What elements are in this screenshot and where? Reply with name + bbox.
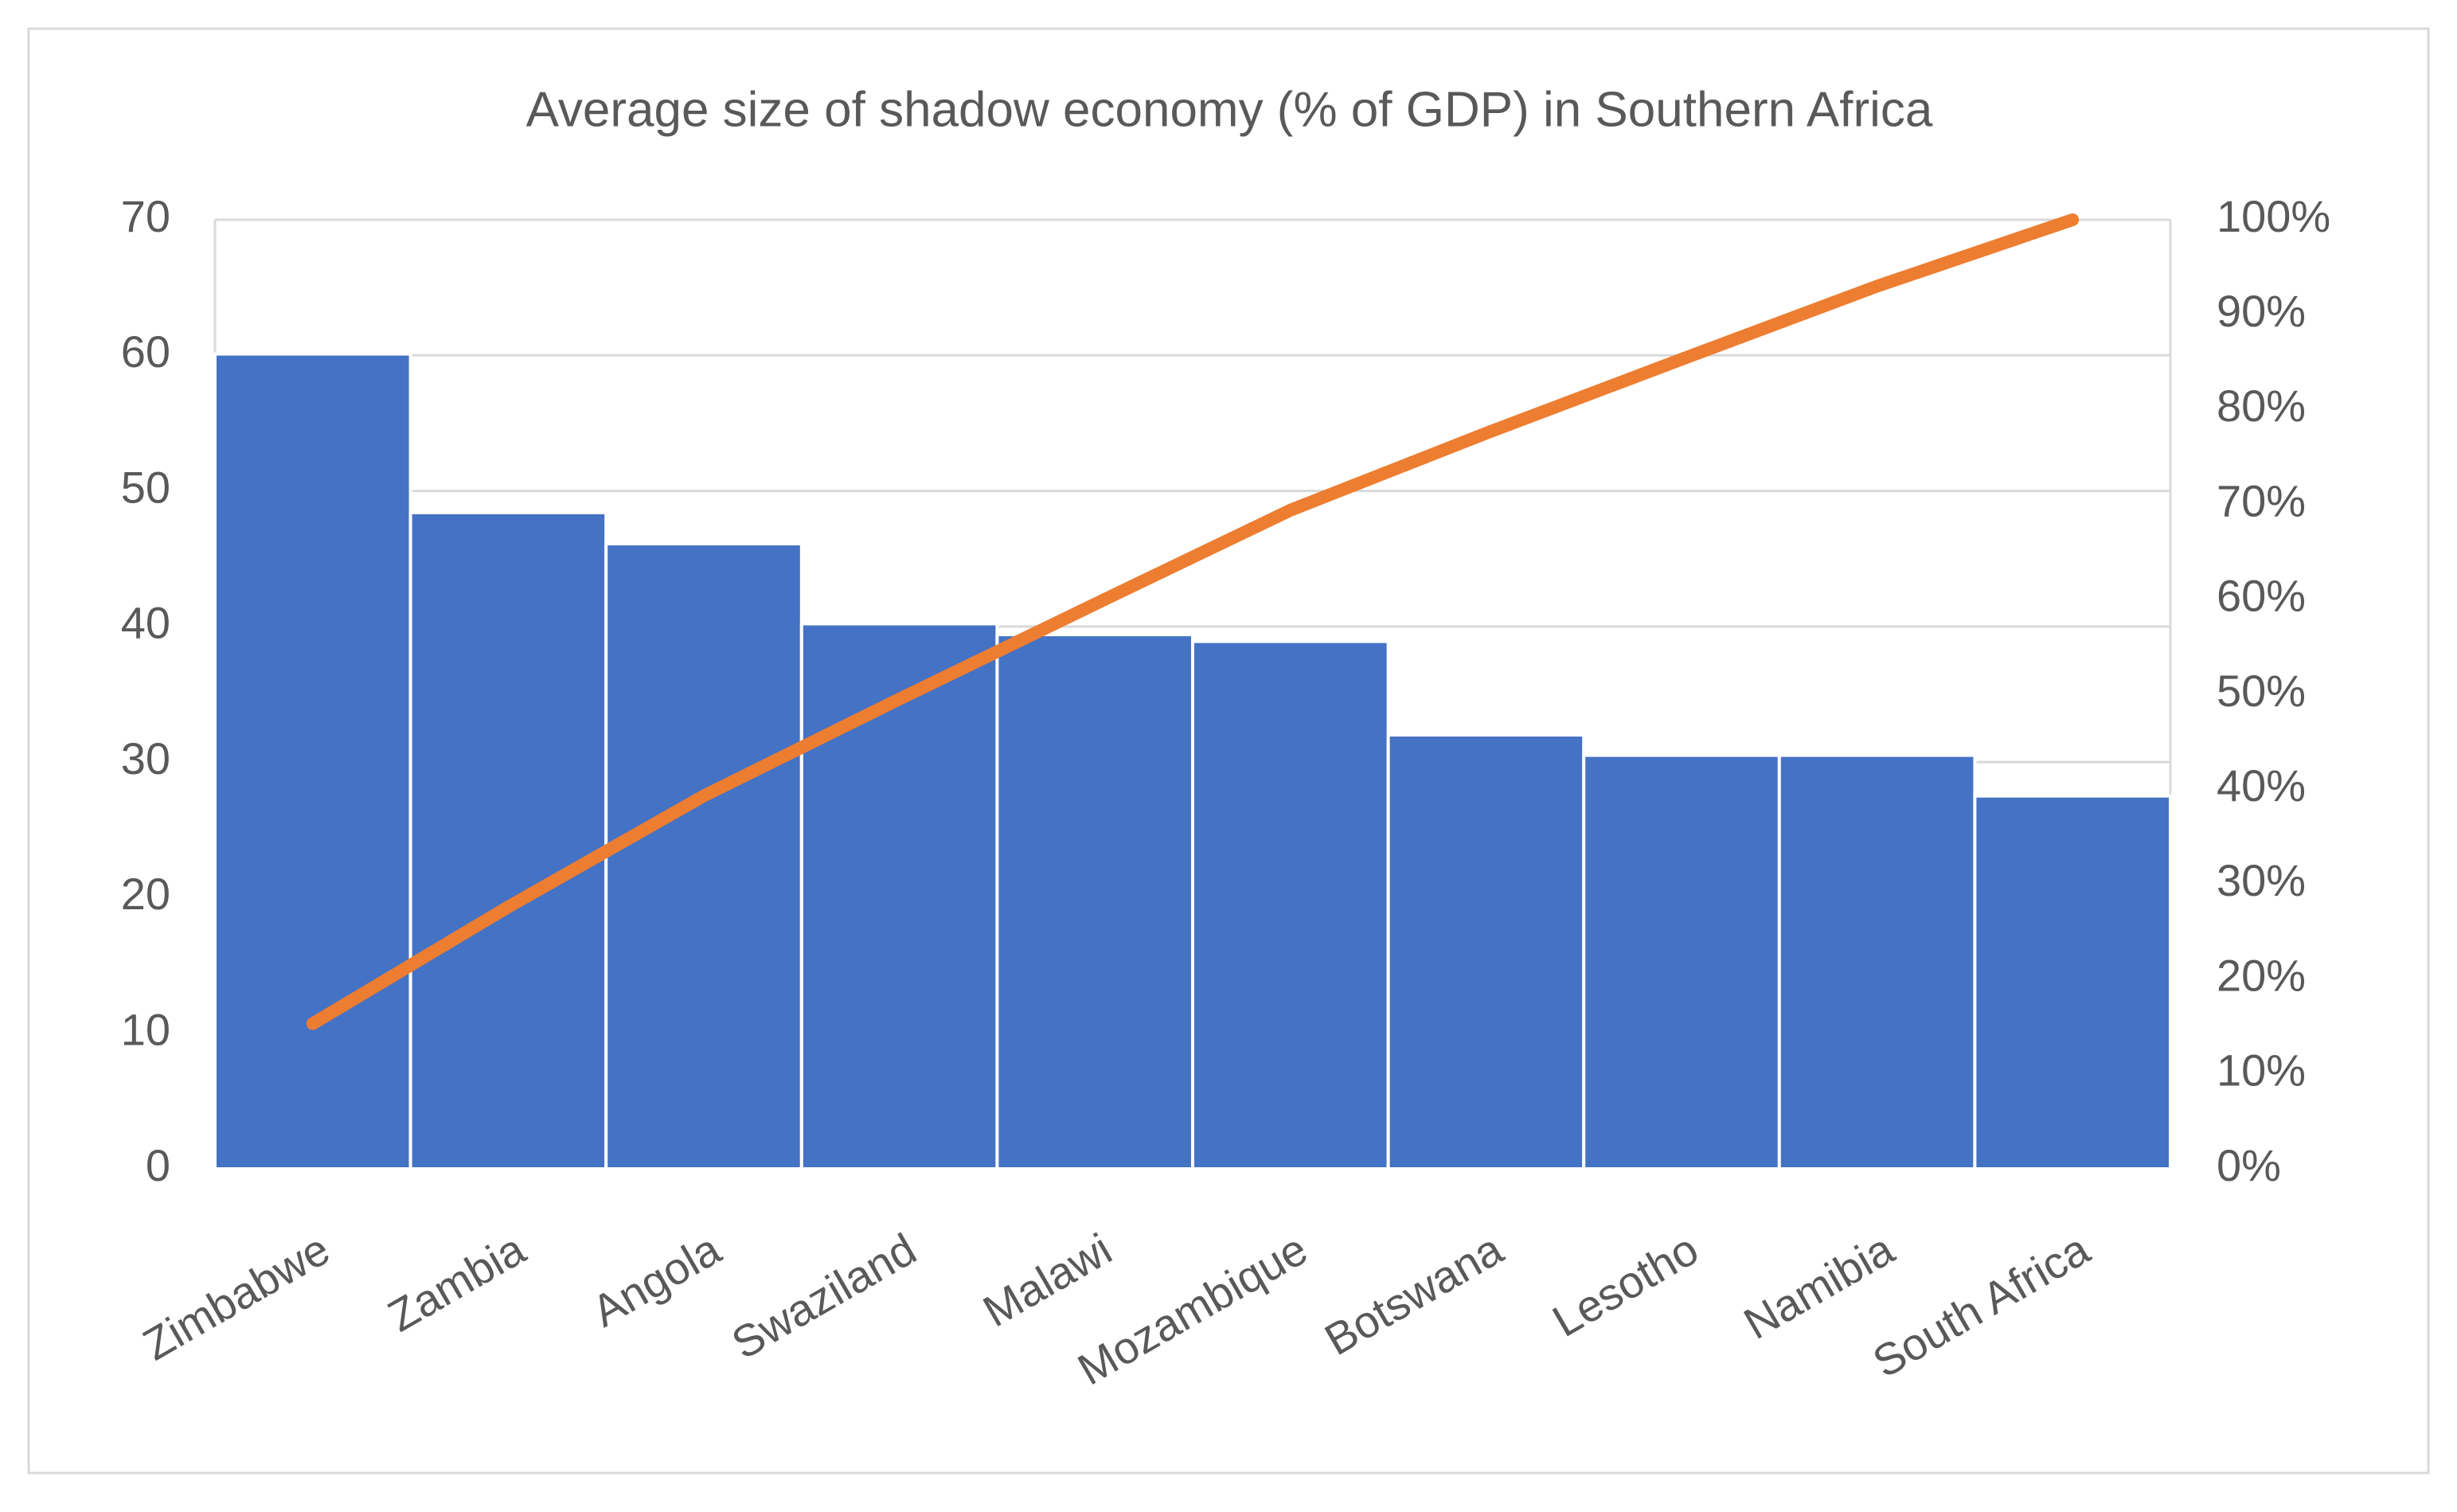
bar [1386,733,1586,1170]
bar [1777,753,1977,1170]
bar [995,633,1195,1170]
y-tick-label: 40 [121,598,170,648]
bar [1582,753,1781,1170]
bar [1191,639,1390,1170]
y-tick-label: 10 [121,1005,170,1055]
y2-tick-label: 70% [2217,475,2306,525]
y2-tick-label: 10% [2217,1045,2306,1096]
y2-tick-label: 30% [2217,855,2306,905]
cumulative-line [306,213,2080,1030]
y2-tick-label: 50% [2217,666,2306,716]
bar [604,541,803,1170]
y-tick-label: 70 [121,191,170,241]
y2-tick-label: 40% [2217,760,2306,811]
y-tick-label: 60 [121,326,170,377]
y2-tick-label: 20% [2217,950,2306,1000]
y-tick-label: 20 [121,869,170,919]
y2-tick-label: 80% [2217,381,2306,431]
y-tick-label: 50 [121,462,170,512]
bar [408,510,608,1170]
y2-tick-label: 60% [2217,571,2306,621]
y2-tick-label: 0% [2217,1140,2281,1190]
y2-tick-label: 90% [2217,286,2306,336]
y-tick-label: 30 [121,733,170,783]
bar [213,352,412,1170]
bar [1973,794,2172,1170]
chart-title: Average size of shadow economy (% of GDP… [526,82,1933,137]
bar [799,622,999,1170]
y-tick-label: 0 [146,1140,170,1190]
y2-tick-label: 100% [2217,191,2330,241]
